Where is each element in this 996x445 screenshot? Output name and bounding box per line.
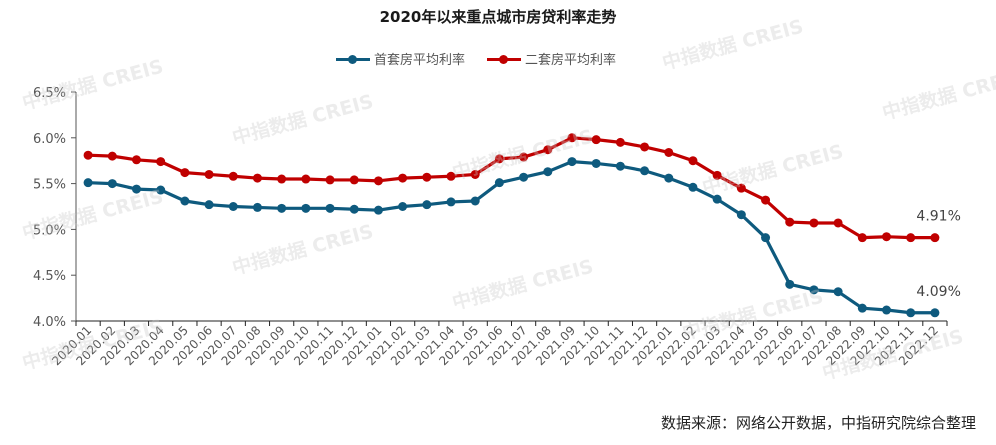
line-marker-icon	[487, 54, 522, 64]
data-point	[833, 218, 843, 228]
data-point	[83, 150, 93, 160]
data-point	[615, 161, 625, 171]
data-point	[906, 233, 916, 243]
data-point	[204, 200, 214, 210]
y-tick-label: 6.0%	[33, 132, 66, 147]
legend-label: 首套房平均利率	[374, 53, 466, 68]
data-point	[422, 172, 432, 182]
data-point	[809, 218, 819, 228]
data-point	[422, 200, 432, 210]
end-value-label: 4.09%	[916, 284, 960, 300]
data-point	[567, 133, 577, 143]
data-point	[398, 202, 408, 211]
y-tick-label: 4.5%	[33, 269, 66, 284]
data-point	[664, 173, 674, 183]
data-point	[906, 308, 916, 318]
data-point	[543, 167, 553, 177]
data-point	[83, 178, 93, 188]
line-marker-icon	[336, 54, 370, 64]
data-point	[494, 154, 504, 164]
data-point	[640, 142, 650, 152]
data-point	[857, 303, 867, 313]
data-point	[567, 157, 577, 167]
y-tick-label: 5.0%	[33, 223, 66, 238]
data-point	[857, 233, 867, 243]
data-point	[688, 182, 698, 192]
data-point	[156, 157, 166, 167]
data-point	[301, 174, 311, 184]
y-tick-label: 4.0%	[33, 315, 66, 330]
data-point	[349, 175, 359, 185]
series-second-home: 4.91%	[83, 133, 961, 243]
data-point	[543, 145, 553, 155]
data-point	[446, 171, 456, 181]
data-point	[712, 194, 722, 204]
data-point	[325, 203, 335, 213]
data-point	[470, 169, 480, 179]
data-point	[252, 202, 262, 212]
data-point	[277, 174, 287, 184]
data-point	[180, 168, 190, 178]
legend: 首套房平均利率 二套房平均利率	[336, 49, 616, 68]
data-point	[373, 176, 383, 186]
data-point	[736, 183, 746, 193]
legend-label: 二套房平均利率	[525, 53, 617, 68]
data-point	[131, 155, 141, 165]
data-point	[761, 195, 771, 205]
data-point	[470, 196, 480, 206]
legend-item-first-home: 首套房平均利率	[336, 49, 465, 68]
data-point	[373, 205, 383, 215]
data-point	[640, 166, 650, 176]
y-tick-label: 6.5%	[33, 86, 66, 101]
data-point	[325, 175, 335, 185]
data-point	[712, 170, 722, 180]
data-point	[882, 305, 892, 315]
data-point	[180, 196, 190, 206]
data-point	[398, 173, 408, 183]
data-point	[131, 184, 141, 194]
data-point	[615, 137, 625, 147]
data-point	[228, 202, 238, 211]
data-point	[494, 178, 504, 188]
data-point	[301, 203, 311, 213]
data-point	[833, 287, 843, 297]
data-point	[228, 171, 238, 181]
data-point	[519, 172, 529, 182]
data-point	[761, 233, 771, 243]
data-point	[107, 179, 117, 189]
end-value-label: 4.91%	[916, 209, 960, 225]
data-point	[156, 185, 166, 195]
data-point	[107, 151, 117, 161]
data-point	[252, 173, 262, 183]
legend-item-second-home: 二套房平均利率	[487, 49, 616, 68]
data-point	[519, 152, 529, 162]
y-tick-label: 5.5%	[33, 178, 66, 193]
data-point	[591, 135, 601, 145]
data-point	[930, 308, 940, 318]
source-note: 数据来源：网络公开数据，中指研究院综合整理	[660, 414, 976, 432]
chart-title: 2020年以来重点城市房贷利率走势	[379, 8, 617, 26]
series-first-home: 4.09%	[83, 157, 961, 318]
data-point	[930, 233, 940, 243]
data-point	[785, 279, 795, 289]
data-point	[882, 232, 892, 242]
data-point	[204, 169, 214, 179]
data-point	[591, 158, 601, 168]
data-point	[446, 197, 456, 207]
data-point	[349, 204, 359, 214]
data-point	[809, 285, 819, 295]
data-point	[736, 210, 746, 220]
data-point	[688, 156, 698, 166]
data-point	[277, 203, 287, 213]
data-point	[785, 217, 795, 227]
data-point	[664, 147, 674, 157]
